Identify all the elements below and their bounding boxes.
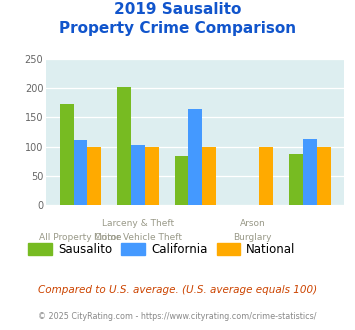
Bar [87, 147, 101, 205]
Bar [260, 147, 273, 205]
Bar [202, 147, 216, 205]
Text: Burglary: Burglary [233, 233, 272, 242]
Bar [117, 87, 131, 205]
Text: Motor Vehicle Theft: Motor Vehicle Theft [94, 233, 182, 242]
Bar [60, 104, 74, 205]
Bar [145, 147, 159, 205]
Text: Arson: Arson [240, 219, 266, 228]
Legend: Sausalito, California, National: Sausalito, California, National [24, 239, 300, 261]
Bar [189, 109, 202, 205]
Text: Property Crime Comparison: Property Crime Comparison [59, 21, 296, 36]
Bar [74, 140, 87, 205]
Bar [289, 154, 303, 205]
Bar [317, 147, 331, 205]
Bar [303, 139, 317, 205]
Text: All Property Crime: All Property Crime [39, 233, 122, 242]
Text: Compared to U.S. average. (U.S. average equals 100): Compared to U.S. average. (U.S. average … [38, 285, 317, 295]
Text: © 2025 CityRating.com - https://www.cityrating.com/crime-statistics/: © 2025 CityRating.com - https://www.city… [38, 312, 317, 321]
Bar [131, 145, 145, 205]
Text: 2019 Sausalito: 2019 Sausalito [114, 2, 241, 16]
Text: Larceny & Theft: Larceny & Theft [102, 219, 174, 228]
Bar [175, 156, 189, 205]
